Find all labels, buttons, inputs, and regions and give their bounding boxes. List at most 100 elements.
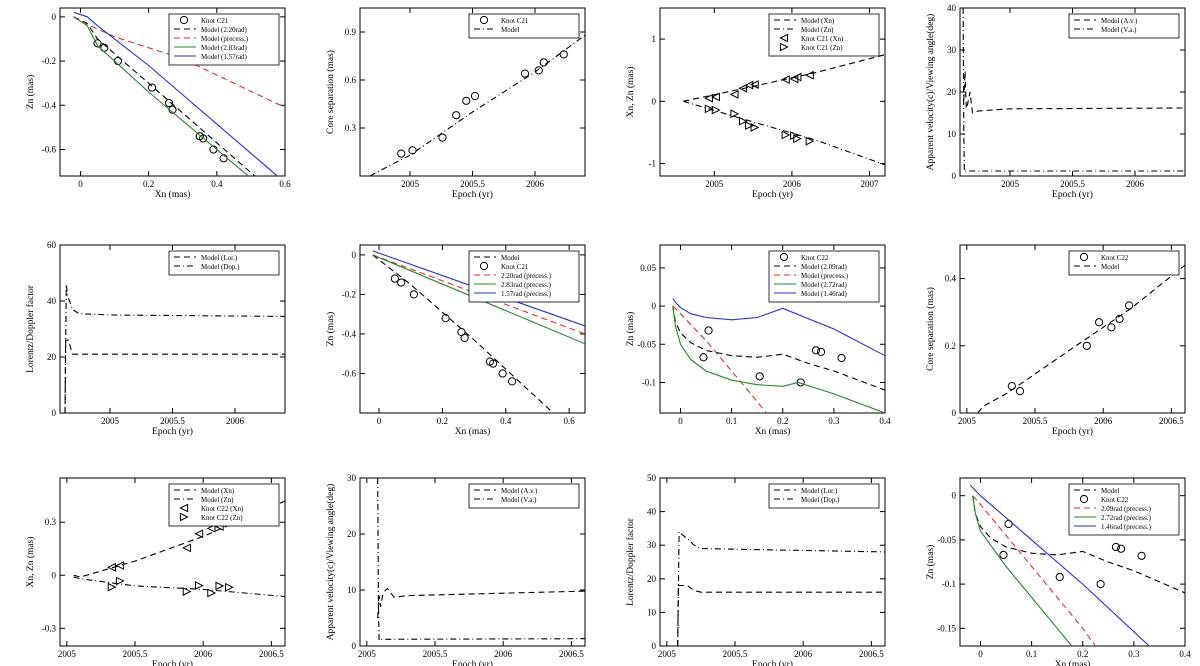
data-point [704, 104, 714, 114]
data-point [409, 290, 418, 299]
chart-panel-10: 2005 2005.5 2006 2006.5 0 10 20 30 Epoch (yr) App… [325, 473, 586, 666]
legend-entry: 1.57rad (precess.) [501, 290, 552, 298]
data-point [182, 543, 191, 553]
series-line [672, 305, 768, 413]
y-tick-label: -0.4 [342, 329, 357, 339]
data-point [534, 66, 543, 75]
y-tick-label: 20 [947, 87, 957, 97]
y-axis-label: Zn (mas) [325, 312, 336, 347]
y-axis-label: Lorentz/Doppler factor [625, 517, 636, 606]
data-point [498, 369, 507, 378]
y-tick-label: 30 [947, 45, 957, 55]
x-tick-label: 2005.5 [723, 649, 748, 659]
x-tick-label: 0 [78, 179, 83, 189]
x-tick-label: 0.4 [879, 416, 891, 426]
y-tick-label: 30 [647, 540, 657, 550]
series-line [677, 530, 885, 646]
series-line [372, 254, 554, 413]
x-tick-label: 2006 [783, 179, 802, 189]
legend-entry: Model (Zn) [801, 26, 834, 34]
y-tick-label: 0 [52, 12, 57, 22]
x-tick-label: 0 [978, 649, 983, 659]
y-tick-label: 0.05 [640, 263, 656, 273]
data-point [539, 58, 548, 67]
plot-frame [59, 477, 286, 647]
series-line [377, 587, 585, 619]
data-point [559, 50, 568, 59]
chart-panel-5: 2005 2005.5 2006 0 20 40 60 Epoch (yr) Lorentz/D… [25, 240, 286, 437]
y-tick-label: 0 [652, 641, 657, 651]
x-tick-label: 2006 [1094, 416, 1113, 426]
data-point [745, 121, 754, 131]
x-tick-label: 2006.5 [859, 649, 884, 659]
plot-frame [659, 477, 886, 647]
data-point [438, 133, 447, 142]
y-tick-label: 0.2 [945, 341, 956, 351]
legend: Model (Lor.)Model (Dop.) [168, 250, 280, 276]
legend-marker [179, 503, 189, 513]
y-axis-label: Zn (mas) [925, 545, 936, 580]
data-point [749, 80, 759, 89]
legend: Model (Lor.)Model (Dop.) [768, 483, 880, 509]
data-point [1115, 314, 1124, 324]
legend-entry: Knot C21 [201, 17, 229, 25]
x-tick-label: 2006 [494, 649, 513, 659]
data-point [390, 274, 399, 283]
x-tick-label: 0.6 [564, 416, 576, 426]
legend-entry: 2.83rad (precess.) [501, 281, 552, 289]
series-line [64, 284, 285, 413]
y-tick-label: -0.6 [42, 144, 57, 154]
data-point [441, 314, 450, 323]
plot-area [977, 264, 1185, 413]
plot-area [73, 11, 285, 176]
data-point [488, 359, 498, 368]
series-line [683, 100, 885, 166]
x-axis-label: Epoch (yr) [152, 426, 193, 437]
data-point [470, 91, 480, 101]
y-axis-label: Xn, Zn (mas) [25, 537, 36, 588]
data-point [397, 149, 406, 158]
legend-entry: Model (2.72rad) [801, 281, 848, 289]
legend-entry: Model (2.09rad) [801, 263, 848, 271]
x-tick-label: 2006.5 [559, 649, 584, 659]
x-axis-label: Epoch (yr) [452, 189, 493, 200]
data-point [107, 562, 116, 572]
legend-marker [779, 252, 789, 262]
legend: Model (Xn)Model (Zn)Knot C21 (Xn)Knot C2… [768, 13, 880, 57]
legend-entry: Model (Dop.) [201, 263, 240, 271]
plot-area [73, 500, 285, 598]
legend-entry: 2.20rad (precess.) [501, 272, 552, 280]
legend-box [768, 483, 880, 509]
data-point [194, 581, 204, 590]
data-point [1015, 387, 1025, 396]
x-tick-label: 2005.5 [160, 416, 185, 426]
data-point [1137, 551, 1146, 560]
data-point [792, 72, 802, 82]
x-axis-label: Xn (mas) [755, 426, 791, 437]
data-point [1082, 341, 1091, 350]
y-axis-label: Zn (mas) [625, 312, 636, 347]
series-line [677, 584, 885, 646]
series-line [969, 484, 1150, 646]
y-tick-label: -0.1 [942, 579, 956, 589]
series-line [73, 16, 250, 176]
chart-panel-1: 0 0.2 0.4 0.6 -0.6 -0.4 -0.2 0 Xn (mas) Zn (mas) K… [25, 7, 291, 200]
legend-entry: 1.46rad (precess.) [1101, 523, 1152, 531]
x-tick-label: 2005.5 [460, 179, 485, 189]
legend-entry: Model (A.v.) [501, 487, 538, 495]
series-line [963, 70, 1185, 114]
legend-entry: Knot C21 [501, 263, 529, 271]
legend-entry: Knot C21 (Zn) [801, 44, 843, 52]
x-tick-label: 2006 [194, 649, 213, 659]
legend-entry: Model (Xn) [201, 487, 235, 495]
legend: Model (A.v.)Model (V.a.) [1068, 13, 1180, 39]
y-tick-label: -0.2 [42, 56, 56, 66]
x-axis-label: Xn (mas) [455, 426, 491, 437]
x-tick-label: 2006 [794, 649, 813, 659]
plot-frame [59, 7, 286, 177]
y-axis-label: Apparent velocity(c)/Viewing angle(deg) [325, 484, 336, 641]
data-point [738, 83, 748, 93]
